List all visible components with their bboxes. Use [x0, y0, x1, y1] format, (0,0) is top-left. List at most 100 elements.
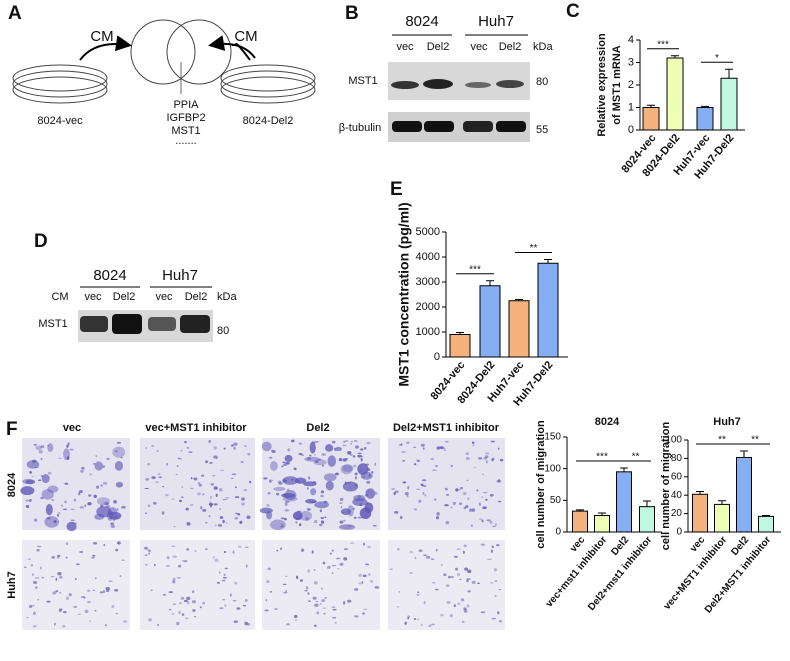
cell	[459, 487, 464, 490]
cell	[340, 464, 353, 475]
cell	[65, 556, 68, 559]
cell	[456, 548, 461, 551]
y-tick-label: 2000	[416, 301, 440, 313]
cell	[208, 503, 214, 506]
bar	[616, 471, 632, 533]
cell	[57, 554, 61, 558]
cell	[329, 552, 333, 555]
cell	[366, 480, 371, 484]
cell	[219, 508, 221, 510]
cell	[157, 473, 161, 476]
cell	[486, 519, 491, 522]
cell	[355, 476, 357, 480]
cell	[230, 593, 232, 597]
cell	[286, 623, 290, 626]
cell	[242, 604, 247, 607]
cell	[432, 581, 436, 584]
cell	[347, 525, 352, 527]
cell	[202, 601, 205, 605]
arrow-label: CM	[234, 28, 257, 45]
y-tick-label: 0	[676, 527, 682, 538]
cell	[494, 579, 498, 583]
cell	[339, 524, 356, 530]
cell	[213, 486, 218, 490]
cell	[35, 586, 38, 589]
panel-label: B	[345, 3, 359, 24]
lane: vec	[155, 291, 173, 303]
cell	[446, 601, 451, 604]
cell	[314, 441, 319, 443]
cell	[122, 620, 128, 623]
cell	[322, 561, 326, 565]
micrograph	[140, 438, 255, 530]
cell	[176, 576, 182, 579]
cell	[70, 508, 75, 511]
cell	[331, 606, 336, 608]
cell	[220, 469, 225, 471]
cell	[57, 513, 60, 517]
cell	[210, 504, 212, 508]
cell	[444, 504, 449, 507]
cell	[25, 616, 30, 619]
cell	[473, 466, 476, 469]
protein: .......	[175, 135, 196, 147]
cell	[339, 562, 344, 566]
cell	[115, 548, 119, 552]
cell	[199, 606, 202, 609]
cell	[440, 563, 443, 567]
cell	[152, 501, 157, 505]
cell	[435, 516, 440, 520]
cell	[172, 603, 176, 605]
cell	[121, 505, 126, 509]
cell	[51, 498, 55, 502]
cell	[88, 494, 92, 497]
cell	[95, 454, 98, 458]
cell	[490, 581, 494, 584]
cell	[455, 567, 458, 571]
cell	[350, 440, 353, 443]
cell	[230, 444, 234, 447]
cell	[492, 457, 495, 461]
cell	[295, 575, 299, 580]
cell	[222, 498, 227, 501]
lane: vec	[84, 291, 102, 303]
cell	[413, 463, 417, 466]
panel-label: C	[566, 1, 580, 22]
column-header: vec	[63, 422, 81, 434]
cell	[483, 491, 488, 494]
cell	[20, 486, 35, 496]
bar	[758, 515, 774, 533]
column-header: vec+MST1 inhibitor	[145, 422, 247, 434]
significance: ***	[469, 264, 481, 275]
cell	[23, 566, 27, 569]
cell	[273, 486, 286, 492]
cell	[267, 567, 271, 571]
cell	[192, 590, 195, 594]
cell	[119, 575, 122, 577]
cell	[313, 569, 316, 571]
cell	[103, 543, 106, 547]
cell	[38, 479, 42, 482]
cell	[187, 601, 190, 605]
y-tick-label: 50	[550, 495, 562, 506]
cell	[394, 490, 399, 493]
cell	[497, 500, 502, 503]
cell	[476, 489, 479, 492]
cell	[358, 470, 362, 473]
cell	[366, 441, 371, 445]
cell	[282, 496, 298, 502]
cell	[102, 465, 105, 468]
cell	[162, 485, 165, 488]
cell	[423, 554, 427, 556]
cell	[146, 548, 149, 551]
chart-title: 8024	[595, 416, 620, 428]
cell	[323, 612, 326, 615]
cell	[47, 471, 52, 475]
cell	[461, 621, 465, 623]
y-axis-label: Relative expression	[596, 33, 608, 137]
cell	[312, 481, 317, 484]
cell	[84, 609, 89, 614]
cell	[347, 505, 354, 517]
cell	[189, 504, 194, 506]
